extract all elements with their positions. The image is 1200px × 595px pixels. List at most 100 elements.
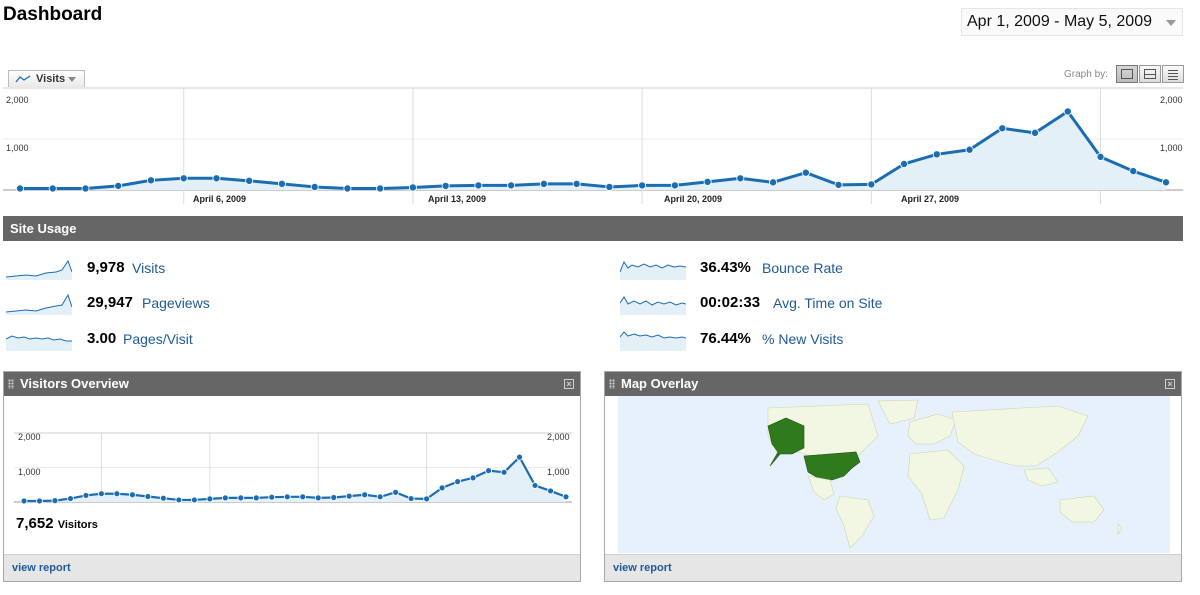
data-point[interactable] — [407, 495, 415, 502]
data-point[interactable] — [221, 494, 229, 502]
data-point[interactable] — [572, 179, 581, 188]
data-point[interactable] — [507, 181, 516, 190]
data-point[interactable] — [932, 150, 941, 159]
usage-label-link[interactable]: Avg. Time on Site — [773, 295, 883, 311]
usage-label-link[interactable]: Bounce Rate — [762, 260, 843, 276]
data-point[interactable] — [670, 181, 679, 190]
visitors-chart[interactable] — [4, 428, 580, 508]
data-point[interactable] — [531, 482, 539, 489]
data-point[interactable] — [345, 492, 353, 500]
divider — [1145, 74, 1155, 75]
data-point[interactable] — [562, 493, 570, 501]
data-point[interactable] — [179, 174, 188, 183]
data-point[interactable] — [283, 493, 291, 501]
data-point[interactable] — [175, 496, 183, 504]
data-point[interactable] — [638, 181, 647, 190]
y-tick-right-2000: 2,000 — [1160, 95, 1183, 105]
view-report-link[interactable]: view report — [12, 562, 71, 574]
visitors-count-label: Visitors — [57, 519, 98, 531]
data-point[interactable] — [1063, 107, 1072, 116]
data-point[interactable] — [237, 494, 245, 502]
data-point[interactable] — [114, 181, 123, 190]
data-point[interactable] — [547, 487, 554, 495]
data-point[interactable] — [314, 494, 322, 502]
data-point[interactable] — [277, 179, 286, 188]
data-point[interactable] — [736, 174, 745, 183]
visits-chart[interactable] — [0, 86, 1200, 206]
data-point[interactable] — [190, 496, 198, 504]
data-point[interactable] — [144, 493, 152, 500]
data-point[interactable] — [67, 495, 74, 502]
chevron-down-icon[interactable] — [1166, 20, 1176, 26]
data-point[interactable] — [376, 493, 384, 501]
graph-by-week-button[interactable] — [1139, 65, 1161, 83]
metric-selector[interactable]: Visits — [8, 70, 85, 87]
graph-by-month-button[interactable] — [1162, 65, 1184, 83]
data-point[interactable] — [539, 179, 548, 188]
data-point[interactable] — [36, 497, 43, 505]
data-point[interactable] — [392, 488, 400, 496]
data-point[interactable] — [474, 181, 483, 190]
data-point[interactable] — [159, 494, 167, 502]
data-point[interactable] — [268, 493, 276, 501]
data-point[interactable] — [408, 183, 417, 192]
usage-label-link[interactable]: Pageviews — [142, 295, 210, 311]
usage-label-link[interactable]: Pages/Visit — [123, 331, 193, 347]
data-point[interactable] — [252, 494, 260, 502]
date-range-picker[interactable]: Apr 1, 2009 - May 5, 2009 — [961, 8, 1183, 36]
data-point[interactable] — [212, 174, 221, 183]
data-point[interactable] — [867, 180, 876, 189]
graph-week-icon — [1144, 69, 1156, 79]
usage-label-link[interactable]: Visits — [132, 260, 166, 276]
data-point[interactable] — [469, 474, 477, 482]
close-icon[interactable]: × — [1165, 379, 1175, 389]
data-point[interactable] — [343, 184, 352, 193]
data-point[interactable] — [245, 176, 254, 185]
data-point[interactable] — [1162, 178, 1171, 187]
data-point[interactable] — [438, 484, 446, 492]
data-point[interactable] — [769, 178, 778, 187]
data-point[interactable] — [15, 184, 24, 193]
data-point[interactable] — [146, 176, 155, 185]
data-point[interactable] — [299, 493, 307, 501]
visitors-count: 7,652 Visitors — [16, 515, 98, 532]
data-point[interactable] — [485, 467, 492, 475]
data-point[interactable] — [206, 495, 214, 503]
data-point[interactable] — [48, 184, 57, 193]
data-point[interactable] — [361, 491, 369, 499]
data-point[interactable] — [834, 180, 843, 189]
graph-by-day-button[interactable] — [1116, 65, 1138, 83]
data-point[interactable] — [998, 124, 1007, 133]
map-overlay-header[interactable]: Map Overlay × — [605, 372, 1181, 396]
data-point[interactable] — [330, 494, 338, 501]
world-map[interactable] — [618, 396, 1170, 553]
data-point[interactable] — [703, 177, 712, 186]
data-point[interactable] — [113, 490, 121, 498]
data-point[interactable] — [1031, 128, 1040, 137]
data-point[interactable] — [98, 490, 105, 498]
data-point[interactable] — [454, 478, 462, 486]
visitors-overview-header[interactable]: Visitors Overview × — [4, 372, 580, 396]
data-point[interactable] — [500, 468, 508, 476]
data-point[interactable] — [20, 497, 28, 505]
data-point[interactable] — [82, 492, 90, 499]
data-point[interactable] — [1129, 167, 1138, 176]
data-point[interactable] — [605, 182, 614, 191]
data-point[interactable] — [128, 491, 136, 499]
drag-handle-icon[interactable] — [609, 379, 615, 389]
drag-handle-icon[interactable] — [8, 379, 14, 389]
data-point[interactable] — [965, 145, 974, 154]
data-point[interactable] — [516, 453, 523, 461]
view-report-link[interactable]: view report — [613, 562, 672, 574]
data-point[interactable] — [900, 159, 909, 168]
data-point[interactable] — [1096, 152, 1105, 161]
close-icon[interactable]: × — [564, 379, 574, 389]
data-point[interactable] — [310, 182, 319, 191]
usage-label-link[interactable]: % New Visits — [762, 331, 844, 347]
data-point[interactable] — [376, 184, 385, 193]
data-point[interactable] — [441, 181, 450, 190]
data-point[interactable] — [801, 168, 810, 177]
data-point[interactable] — [423, 495, 431, 503]
data-point[interactable] — [51, 497, 59, 505]
data-point[interactable] — [81, 184, 90, 193]
